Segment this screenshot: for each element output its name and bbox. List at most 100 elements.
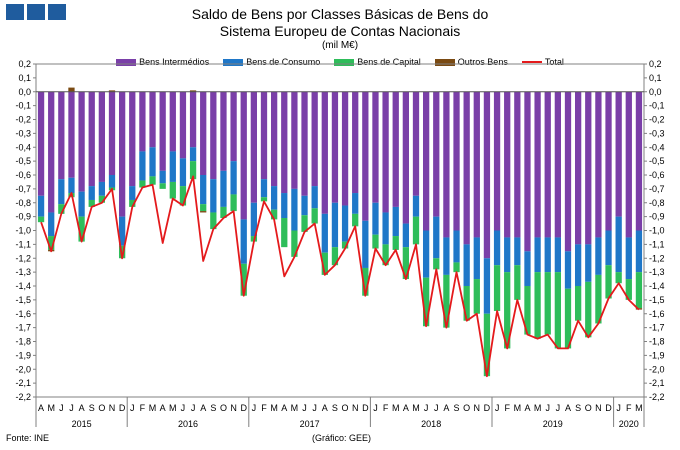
y-tick-label-left: -0,1 <box>15 101 31 111</box>
x-year-label: 2017 <box>300 419 320 429</box>
y-tick-label-left: -0,2 <box>15 115 31 125</box>
bar-consumer <box>625 237 632 280</box>
legend-item-consumer: Bens de Consumo <box>223 57 320 67</box>
chart-title: Saldo de Bens por Classes Básicas de Ben… <box>0 6 680 40</box>
bar-consumer <box>108 175 116 188</box>
x-month-label: J <box>434 403 439 413</box>
credit-note: (Gráfico: GEE) <box>312 433 372 443</box>
bar-consumer <box>483 258 491 314</box>
bar-intermediate <box>179 91 187 159</box>
bar-consumer <box>362 220 369 268</box>
bar-intermediate <box>311 91 318 187</box>
bar-capital <box>463 286 470 321</box>
x-month-label: A <box>565 403 571 413</box>
bar-consumer <box>595 237 602 275</box>
bar-consumer <box>554 237 562 273</box>
bar-intermediate <box>635 91 643 231</box>
bar-capital <box>159 183 166 189</box>
x-month-label: J <box>252 403 257 413</box>
y-tick-label-left: -0,7 <box>15 184 31 194</box>
bar-capital <box>544 272 551 335</box>
bar-intermediate <box>402 91 410 224</box>
x-month-label: O <box>585 403 592 413</box>
x-month-label: S <box>210 403 216 413</box>
bar-consumer <box>605 230 612 266</box>
x-year-label: 2020 <box>619 419 639 429</box>
y-tick-label-right: -1,2 <box>649 253 665 263</box>
bar-intermediate <box>392 91 399 207</box>
chart-unit: (mil M€) <box>321 40 359 51</box>
bar-capital <box>483 313 491 377</box>
y-tick-label-right: 0,1 <box>649 73 662 83</box>
bar-consumer <box>260 179 268 198</box>
bar-intermediate <box>625 91 632 238</box>
x-month-label: N <box>474 403 481 413</box>
bar-capital <box>473 279 480 314</box>
bar-intermediate <box>473 91 480 238</box>
bar-consumer <box>200 175 207 205</box>
x-month-label: M <box>291 403 299 413</box>
bar-consumer <box>118 216 126 246</box>
y-tick-label-left: -0,9 <box>15 212 31 222</box>
bar-consumer <box>78 191 85 217</box>
y-tick-label-right: -0,7 <box>649 184 665 194</box>
y-tick-label-right: 0,2 <box>649 59 662 69</box>
x-month-label: D <box>362 403 369 413</box>
bar-capital <box>321 252 328 275</box>
bar-intermediate <box>453 91 460 231</box>
bar-intermediate <box>483 91 491 259</box>
y-tick-label-right: 0,0 <box>649 87 662 97</box>
y-tick-label-left: -0,8 <box>15 198 31 208</box>
bar-capital <box>554 272 562 349</box>
bar-capital <box>493 265 501 311</box>
bar-consumer <box>433 216 440 259</box>
bar-consumer <box>159 170 166 184</box>
x-month-label: J <box>191 403 196 413</box>
bar-capital <box>189 161 197 180</box>
x-month-label: A <box>443 403 449 413</box>
y-tick-label-right: -1,5 <box>649 295 665 305</box>
y-tick-label-right: -0,8 <box>649 198 665 208</box>
x-month-label: A <box>281 403 287 413</box>
x-month-label: O <box>98 403 105 413</box>
bar-capital <box>382 244 389 266</box>
bar-consumer <box>635 230 643 273</box>
bar-intermediate <box>595 91 602 238</box>
bar-consumer <box>58 179 65 205</box>
bar-intermediate <box>291 91 298 189</box>
bar-other <box>108 90 116 92</box>
x-month-label: M <box>270 403 278 413</box>
y-tick-label-left: -2,2 <box>15 392 31 402</box>
y-tick-label-right: -0,9 <box>649 212 665 222</box>
y-tick-label-right: -1,0 <box>649 226 665 236</box>
x-month-label: S <box>454 403 460 413</box>
x-month-label: M <box>47 403 55 413</box>
y-tick-label-right: -2,0 <box>649 364 665 374</box>
bar-consumer <box>210 179 217 213</box>
logo <box>6 4 66 20</box>
bar-capital <box>422 277 430 327</box>
legend-swatch-consumer <box>223 58 244 66</box>
bar-intermediate <box>281 91 288 194</box>
x-month-label: S <box>575 403 581 413</box>
y-tick-label-left: -1,3 <box>15 267 31 277</box>
x-month-label: N <box>109 403 116 413</box>
bar-intermediate <box>108 91 116 175</box>
bar-intermediate <box>412 91 420 196</box>
bar-intermediate <box>564 91 572 252</box>
bar-capital <box>625 279 632 300</box>
x-year-label: 2019 <box>543 419 563 429</box>
x-month-label: A <box>160 403 166 413</box>
bar-capital <box>220 206 227 219</box>
chart-title-line2: Sistema Europeu de Contas Nacionais <box>219 23 461 39</box>
x-month-label: M <box>169 403 177 413</box>
x-month-label: S <box>332 403 338 413</box>
bar-intermediate <box>504 91 511 238</box>
bar-intermediate <box>544 91 551 238</box>
bar-capital <box>443 274 450 328</box>
legend-item-other: Outros Bens <box>434 57 508 67</box>
bar-consumer <box>331 202 339 248</box>
bar-consumer <box>564 251 572 289</box>
total-line <box>40 175 640 378</box>
